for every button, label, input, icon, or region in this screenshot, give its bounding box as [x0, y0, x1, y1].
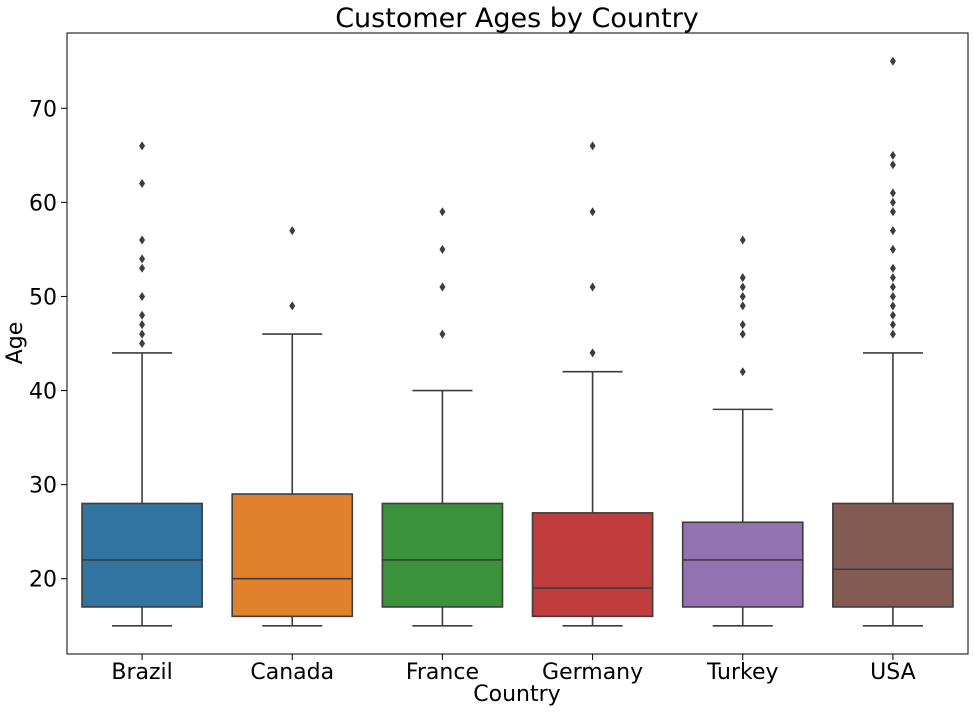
y-tick-label: 30 — [29, 474, 57, 499]
box-usa — [832, 56, 954, 627]
outlier-point — [889, 320, 896, 330]
x-axis-label: Country — [473, 682, 560, 707]
outlier-point — [739, 291, 746, 301]
outlier-point — [589, 348, 596, 358]
outlier-point — [139, 320, 146, 330]
outlier-point — [139, 235, 146, 245]
x-tick-label: Turkey — [706, 660, 779, 685]
box-turkey — [681, 235, 804, 627]
outlier-point — [889, 160, 896, 170]
iqr-box — [681, 521, 804, 608]
outlier-point — [139, 329, 146, 339]
outlier-point — [889, 301, 896, 311]
iqr-box — [231, 493, 354, 618]
outlier-point — [139, 291, 146, 301]
outlier-point — [889, 150, 896, 160]
x-axis: Brazil Canada France Germany Turkey USA — [111, 654, 916, 685]
outlier-point — [289, 226, 296, 236]
outlier-point — [889, 56, 896, 66]
outlier-point — [889, 197, 896, 207]
outlier-point — [439, 207, 446, 217]
iqr-box — [832, 502, 954, 608]
outlier-point — [889, 226, 896, 236]
outlier-point — [739, 320, 746, 330]
outlier-point — [739, 235, 746, 245]
outlier-point — [889, 188, 896, 198]
iqr-box — [531, 512, 654, 618]
box-brazil — [81, 141, 203, 627]
outlier-point — [889, 310, 896, 320]
outlier-point — [889, 244, 896, 254]
box-germany — [531, 141, 654, 627]
outlier-point — [139, 339, 146, 348]
plot-area — [81, 56, 954, 627]
outlier-point — [739, 367, 746, 377]
x-tick-label: Canada — [250, 660, 334, 685]
outlier-point — [589, 207, 596, 217]
outlier-point — [439, 244, 446, 254]
outlier-point — [739, 329, 746, 339]
outlier-point — [139, 263, 146, 273]
outlier-point — [439, 329, 446, 339]
y-tick-label: 60 — [29, 191, 57, 216]
y-tick-label: 20 — [29, 568, 57, 593]
outlier-point — [739, 301, 746, 311]
outlier-point — [889, 273, 896, 283]
box-france — [381, 207, 504, 627]
outlier-point — [589, 141, 596, 151]
y-tick-label: 40 — [29, 380, 57, 405]
outlier-point — [889, 282, 896, 292]
y-tick-label: 50 — [29, 285, 57, 310]
outlier-point — [889, 291, 896, 301]
outlier-point — [739, 273, 746, 283]
y-axis-label: Age — [3, 322, 28, 365]
outlier-point — [139, 141, 146, 151]
outlier-point — [139, 254, 146, 264]
outlier-point — [439, 282, 446, 292]
chart-title: Customer Ages by Country — [335, 3, 699, 34]
x-tick-label: Germany — [542, 660, 643, 685]
x-tick-label: Brazil — [111, 660, 172, 685]
x-tick-label: France — [406, 660, 479, 685]
iqr-box — [81, 502, 203, 608]
y-tick-label: 70 — [29, 97, 57, 122]
outlier-point — [889, 207, 896, 217]
outlier-point — [139, 310, 146, 320]
outlier-point — [139, 179, 146, 189]
y-axis: 20 30 40 50 60 70 — [29, 97, 67, 593]
box-canada — [231, 226, 354, 627]
x-tick-label: USA — [870, 660, 916, 685]
outlier-point — [739, 282, 746, 292]
outlier-point — [889, 329, 896, 339]
iqr-box — [381, 502, 504, 608]
outlier-point — [889, 263, 896, 273]
outlier-point — [589, 282, 596, 292]
plot-frame — [66, 32, 969, 655]
outlier-point — [289, 301, 296, 311]
